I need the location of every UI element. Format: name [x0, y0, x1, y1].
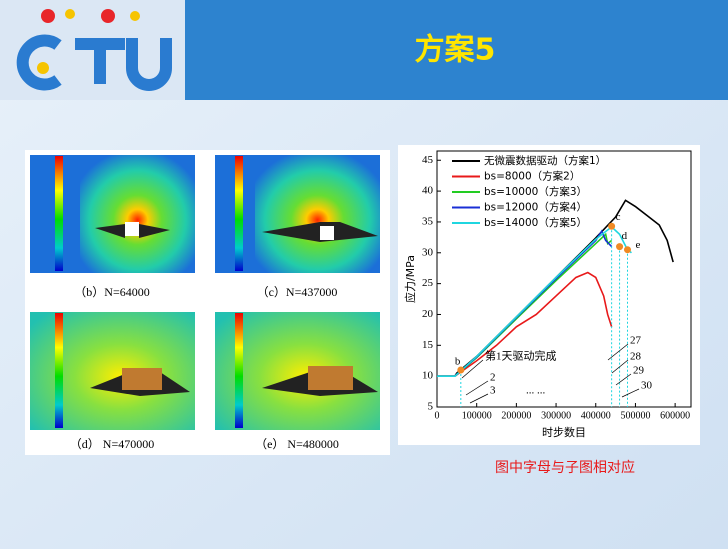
contour-d [30, 312, 195, 430]
leader-line [611, 359, 629, 374]
x-tick-label: 200000 [501, 410, 531, 421]
leader-line [465, 380, 489, 396]
x-tick-label: 100000 [462, 410, 492, 421]
contour-e [215, 312, 380, 430]
legend-label: bs=10000（方案3） [484, 185, 587, 198]
annotation: 第1天驱动完成 [485, 349, 557, 363]
figure-caption: （b）N=64000 [74, 285, 149, 299]
x-tick-label: 600000 [660, 410, 690, 421]
leader-line [461, 359, 484, 379]
chart-panel [398, 145, 700, 445]
legend-label: bs=8000（方案2） [484, 170, 580, 183]
title-bar [185, 0, 728, 100]
plot-frame [436, 150, 692, 408]
y-axis-label: 应力/MPa [403, 255, 417, 303]
x-tick-label: 0 [435, 410, 440, 421]
annotation: ... ... [526, 385, 546, 397]
legend-label: bs=12000（方案4） [484, 201, 587, 214]
marker-label: b [455, 356, 461, 368]
leader-line [621, 388, 640, 398]
legend-label: bs=14000（方案5） [484, 216, 587, 229]
y-tick-label: 5 [428, 401, 434, 413]
marker-label: e [636, 239, 641, 251]
logo [16, 9, 172, 91]
chart: 0 100000 200000 300000 400000 500000 600000 5 10… [403, 150, 692, 439]
slide-title: 方案5 [415, 33, 496, 68]
y-tick-label: 10 [422, 370, 434, 382]
x-axis-label: 时步数目 [542, 426, 586, 439]
marker-label: d [622, 230, 628, 242]
leader-line [615, 373, 632, 386]
figure-caption: （c）N=437000 [257, 285, 338, 299]
series-line [437, 225, 632, 377]
leader-line [607, 343, 629, 361]
figure-caption: （e） N=480000 [255, 437, 339, 451]
contour-b [30, 155, 195, 273]
marker-point [616, 243, 624, 251]
y-tick-label: 40 [422, 185, 434, 197]
figure-caption: （d） N=470000 [70, 437, 154, 451]
x-tick-label: 400000 [581, 410, 611, 421]
y-tick-label: 35 [422, 215, 434, 227]
marker-point [608, 222, 616, 230]
marker-label: c [616, 211, 621, 223]
y-tick-label: 20 [422, 308, 434, 320]
annotation: 30 [641, 380, 653, 392]
contour-c [215, 155, 380, 273]
note: 图中字母与子图相对应 [495, 459, 635, 476]
annotation: 2 [490, 372, 496, 384]
annotation: 28 [630, 351, 642, 363]
annotation: 27 [630, 335, 642, 347]
y-tick-label: 25 [422, 277, 434, 289]
x-tick-label: 300000 [541, 410, 571, 421]
y-tick-label: 45 [422, 154, 434, 166]
x-tick-label: 500000 [620, 410, 650, 421]
leader-line [469, 393, 489, 404]
marker-point [457, 366, 465, 374]
annotation: 29 [633, 365, 645, 377]
y-tick-label: 15 [422, 339, 434, 351]
y-tick-label: 30 [422, 246, 434, 258]
legend-label: 无微震数据驱动（方案1） [484, 154, 606, 167]
marker-point [624, 246, 631, 254]
series-line [437, 271, 613, 377]
annotation: 3 [490, 385, 496, 397]
